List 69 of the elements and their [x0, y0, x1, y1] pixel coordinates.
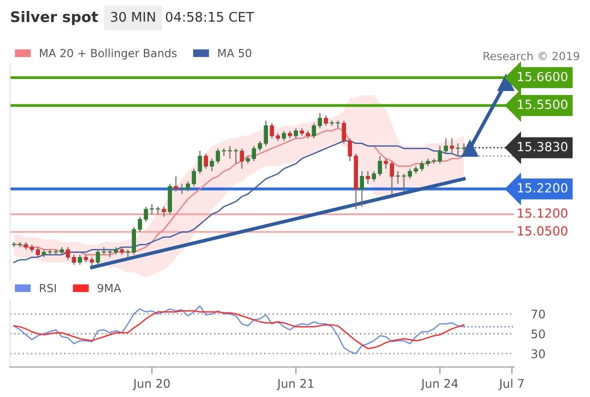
candlestick [384, 158, 388, 170]
candlestick [258, 140, 262, 152]
candlestick [438, 145, 442, 164]
candlestick [270, 122, 274, 139]
candlestick [186, 180, 190, 192]
candlestick [312, 122, 316, 139]
candlestick [150, 204, 154, 215]
legend-label: 9MA [98, 284, 122, 292]
candlestick [96, 249, 100, 266]
candlestick [162, 206, 166, 218]
y-tick-label: 30 [532, 349, 545, 358]
candlestick [444, 138, 448, 154]
candlestick [342, 120, 346, 144]
candlestick [294, 128, 298, 139]
candlestick [78, 254, 82, 266]
candlestick [204, 152, 208, 170]
candlestick [402, 173, 406, 192]
candlestick [132, 226, 136, 256]
candlestick [378, 156, 382, 177]
candlestick [348, 138, 352, 162]
candlestick [228, 145, 232, 160]
candlestick [210, 158, 214, 172]
candlestick [456, 142, 460, 157]
candlestick [462, 142, 466, 154]
legend-label: MA 20 + Bollinger Bands [40, 48, 177, 60]
chart-subtitle: 30 MIN [111, 12, 155, 22]
text: Research © 2019 [484, 52, 580, 60]
ref-line-label: 15.1200 [518, 208, 568, 218]
candlestick [366, 170, 370, 184]
candlestick [420, 160, 424, 172]
candlestick [234, 148, 238, 164]
candlestick [408, 168, 412, 180]
candlestick [36, 246, 40, 258]
candlestick [282, 130, 286, 142]
text: 04:58:15 CET [166, 12, 254, 22]
candlestick [318, 112, 322, 129]
candlestick [72, 254, 76, 266]
candlestick [144, 206, 148, 222]
candlestick [216, 148, 220, 164]
candlestick [324, 115, 328, 126]
candlestick [390, 160, 394, 195]
candlestick [90, 256, 94, 268]
candlestick [360, 170, 364, 208]
ref-line-label: 15.6600 [518, 72, 568, 82]
ref-line-label: 15.3830 [518, 142, 568, 152]
candlestick [396, 170, 400, 184]
candlestick [174, 176, 178, 192]
candlestick [450, 138, 454, 154]
candlestick [138, 216, 142, 232]
candlestick [192, 168, 196, 187]
candlestick [264, 120, 268, 146]
ref-line-label: 15.2200 [518, 183, 568, 193]
x-tick-label: Jul 7 [498, 378, 524, 390]
candlestick [180, 183, 184, 195]
ref-line-label: 15.5500 [518, 100, 568, 110]
candlestick [198, 150, 202, 174]
ref-line-label: 15.0500 [518, 226, 568, 236]
legend-label: MA 50 [218, 48, 252, 58]
candlestick [66, 246, 70, 260]
candlestick [372, 170, 376, 182]
legend-label: RSI [40, 284, 56, 292]
chart-title: Silver spot [11, 10, 98, 26]
x-tick-label: Jun 21 [276, 379, 314, 390]
y-tick-label: 70 [532, 310, 545, 319]
x-tick-label: Jun 20 [132, 379, 170, 390]
y-tick-label: 50 [532, 329, 545, 338]
x-tick-label: Jun 24 [420, 379, 458, 390]
candlestick [240, 148, 244, 170]
candlestick [252, 145, 256, 162]
